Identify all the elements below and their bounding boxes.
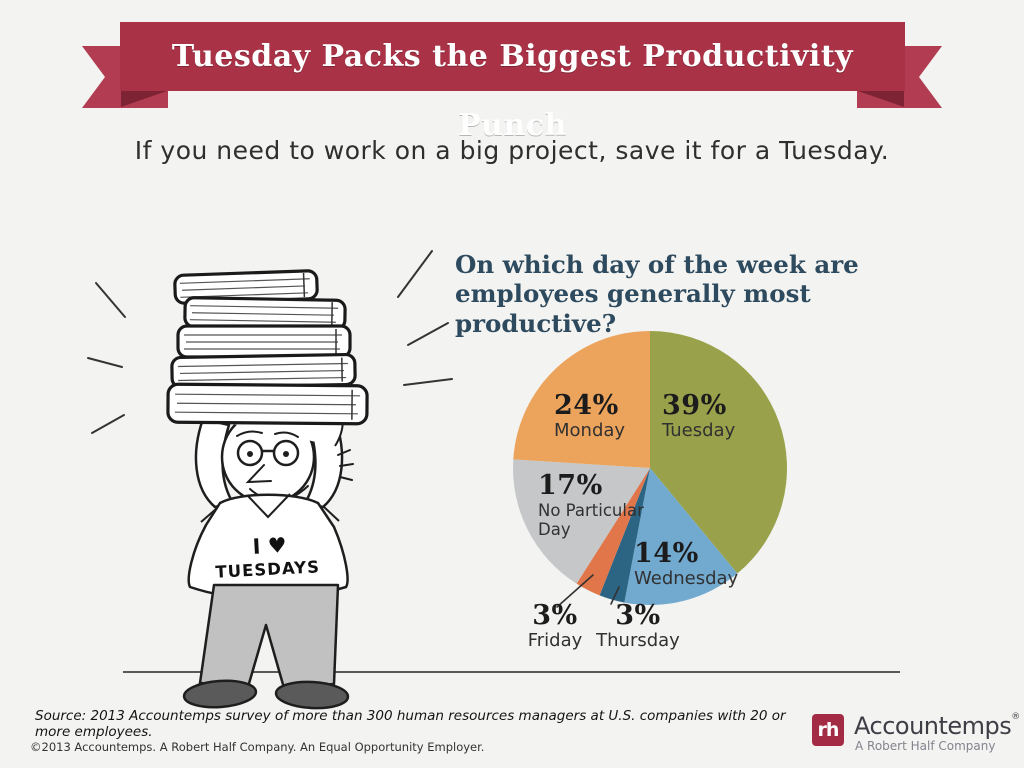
pie-label-friday: 3% Friday [516,600,594,652]
chart-title-line2: employees generally most productive? [455,279,811,338]
book-stack [166,269,369,426]
t-shirt: I ♥ TUESDAYS [187,493,349,601]
shoe-right [274,680,350,710]
pie-label-tuesday: 39% Tuesday [662,390,736,442]
book [166,382,369,426]
pie-day-friday: Friday [527,630,583,652]
shoe-left [182,679,258,709]
ribbon-fold-right [858,91,904,107]
pie-chart [512,331,788,608]
registered-mark: ® [1011,712,1020,722]
logo-brand-text: Accountemps [854,712,1012,740]
pie-slice-tuesday [650,331,788,574]
subtitle-text: If you need to work on a big project, sa… [134,136,890,165]
pants [198,583,340,690]
pie-slice-friday [576,468,650,596]
ground-line [123,671,900,673]
copyright-text: ©2013 Accountemps. A Robert Half Company… [30,740,485,754]
pie-pct-wednesday: 14% [634,538,699,569]
book [170,352,357,390]
ribbon-band [120,22,905,91]
pie-pct-thursday: 3% [615,600,661,631]
pie-label-monday: 24% Monday [554,390,626,442]
chart-title: On which day of the week are employees g… [455,250,975,338]
banner-title: Tuesday Packs the Biggest Productivity P… [171,39,854,143]
pie-slice-monday [513,331,650,468]
pie-pct-tuesday: 39% [662,390,727,421]
pie-label-thursday: 3% Thursday [584,600,692,652]
book [176,324,352,359]
source-text: Source: 2013 Accountemps survey of more … [35,708,786,740]
ribbon-fold-left [121,91,167,107]
pie-slices [512,331,788,605]
pie-pct-monday: 24% [554,390,619,421]
pie-label-no-particular-day: 17% No Particular Day [538,470,654,540]
pie-slice-thursday [599,468,650,603]
pie-slice-no-particular-day [512,459,650,584]
pie-pct-no-particular-day: 17% [538,470,603,501]
cartoon-person-with-books: I ♥ TUESDAYS [87,250,453,710]
rh-logo-icon: rh [812,714,844,746]
shirt-text-line1: I ♥ [252,533,287,559]
logo-brand-name: Accountemps® [854,712,1020,740]
pie-day-no-particular-day: No Particular Day [538,501,644,540]
pie-day-monday: Monday [554,420,626,442]
ribbon-banner [82,22,942,108]
pie-label-wednesday: 14% Wednesday [634,538,739,590]
book [183,296,347,331]
leader-line-thursday [610,586,620,605]
chart-title-line1: On which day of the week are [455,250,859,279]
accountemps-logo: rh Accountemps® A Robert Half Company [812,711,1020,755]
leader-lines [556,574,620,608]
pie-pct-friday: 3% [532,600,578,631]
pie-day-wednesday: Wednesday [634,568,739,590]
logo-tagline: A Robert Half Company [855,739,996,753]
pie-slice-wednesday [624,468,738,605]
pie-day-tuesday: Tuesday [662,420,736,442]
emphasis-lines [87,250,453,434]
pie-day-thursday: Thursday [596,630,680,652]
leader-line-friday [556,574,594,608]
eyes [247,451,289,457]
